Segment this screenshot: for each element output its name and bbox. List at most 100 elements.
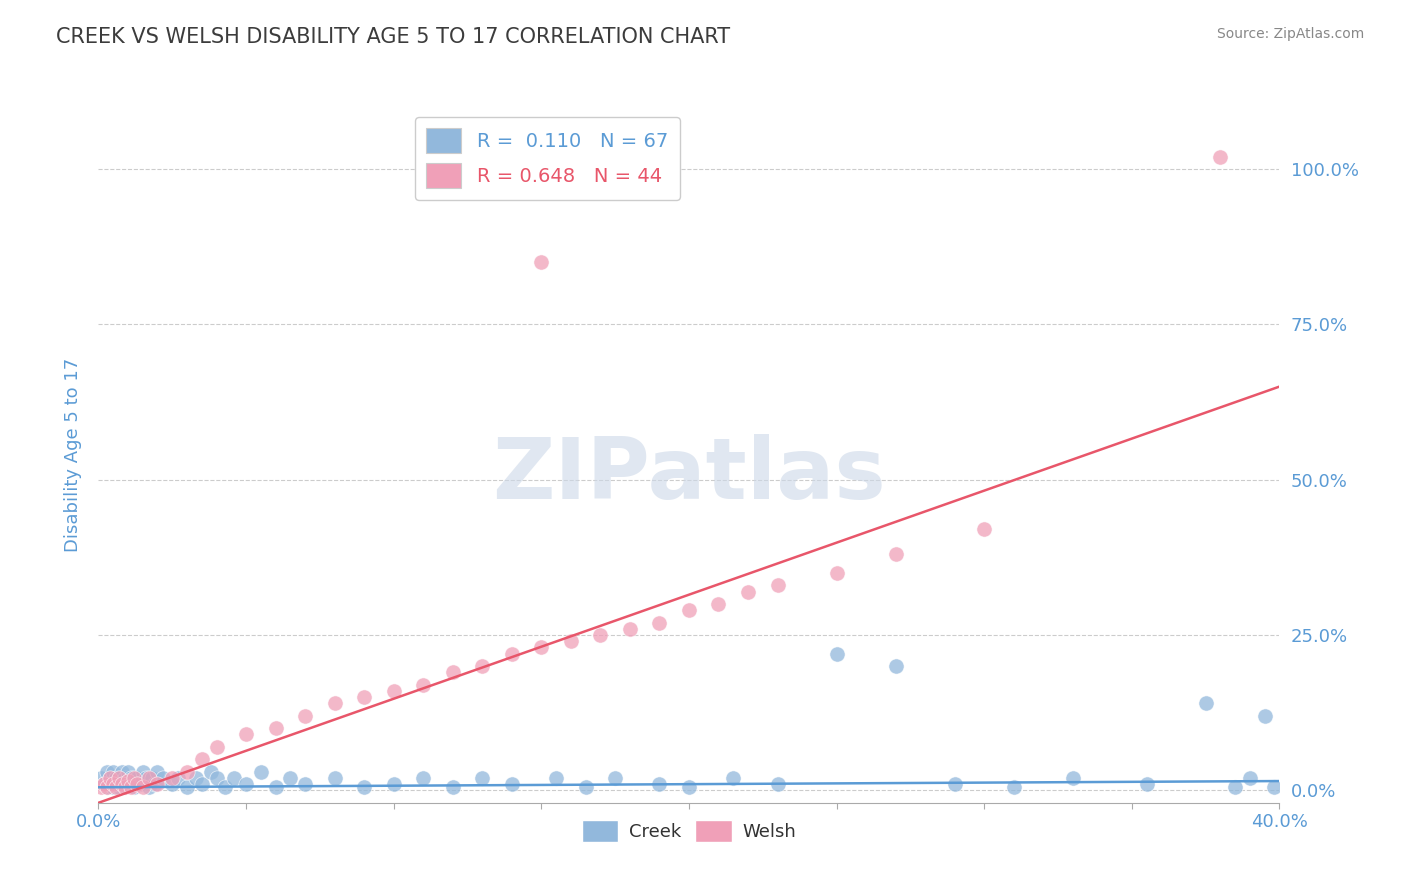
- Point: [141, 771, 163, 785]
- Point: [138, 771, 160, 785]
- Point: [766, 777, 789, 791]
- Point: [114, 780, 136, 795]
- Point: [105, 780, 128, 795]
- Point: [589, 628, 612, 642]
- Point: [412, 771, 434, 785]
- Point: [501, 777, 523, 791]
- Point: [1239, 771, 1261, 785]
- Point: [530, 255, 553, 269]
- Point: [605, 771, 627, 785]
- Point: [280, 771, 302, 785]
- Point: [294, 777, 316, 791]
- Point: [122, 771, 145, 785]
- Text: Source: ZipAtlas.com: Source: ZipAtlas.com: [1216, 27, 1364, 41]
- Point: [191, 777, 214, 791]
- Point: [90, 780, 112, 795]
- Point: [1062, 771, 1084, 785]
- Point: [973, 523, 995, 537]
- Point: [546, 771, 568, 785]
- Point: [1263, 780, 1285, 795]
- Point: [264, 721, 287, 735]
- Point: [120, 771, 142, 785]
- Point: [125, 777, 148, 791]
- Point: [138, 780, 160, 795]
- Point: [235, 727, 257, 741]
- Point: [162, 777, 183, 791]
- Point: [135, 771, 157, 785]
- Point: [264, 780, 287, 795]
- Point: [132, 780, 155, 795]
- Point: [382, 684, 405, 698]
- Point: [98, 777, 121, 791]
- Point: [93, 777, 115, 791]
- Point: [884, 659, 907, 673]
- Point: [353, 780, 375, 795]
- Point: [103, 764, 125, 779]
- Point: [884, 547, 907, 561]
- Point: [96, 780, 118, 795]
- Point: [108, 780, 131, 795]
- Legend: Creek, Welsh: Creek, Welsh: [575, 813, 803, 849]
- Point: [146, 764, 169, 779]
- Point: [96, 780, 118, 795]
- Point: [125, 771, 148, 785]
- Point: [323, 771, 346, 785]
- Point: [114, 771, 136, 785]
- Point: [90, 771, 112, 785]
- Point: [111, 764, 134, 779]
- Point: [560, 634, 582, 648]
- Point: [98, 771, 121, 785]
- Point: [1136, 777, 1159, 791]
- Point: [96, 764, 118, 779]
- Point: [120, 780, 142, 795]
- Point: [766, 578, 789, 592]
- Point: [678, 780, 700, 795]
- Point: [214, 780, 236, 795]
- Point: [737, 584, 759, 599]
- Point: [200, 764, 222, 779]
- Point: [184, 771, 207, 785]
- Point: [723, 771, 745, 785]
- Point: [825, 647, 848, 661]
- Point: [176, 780, 198, 795]
- Point: [412, 678, 434, 692]
- Point: [167, 771, 190, 785]
- Point: [471, 771, 494, 785]
- Point: [707, 597, 730, 611]
- Point: [117, 764, 139, 779]
- Point: [105, 777, 128, 791]
- Point: [93, 777, 115, 791]
- Point: [1002, 780, 1025, 795]
- Point: [122, 780, 145, 795]
- Point: [117, 774, 139, 789]
- Point: [1209, 150, 1232, 164]
- Point: [111, 777, 134, 791]
- Point: [205, 739, 228, 754]
- Point: [1254, 708, 1277, 723]
- Point: [353, 690, 375, 705]
- Point: [176, 764, 198, 779]
- Point: [250, 764, 273, 779]
- Point: [648, 615, 671, 630]
- Point: [441, 665, 464, 680]
- Point: [441, 780, 464, 795]
- Point: [648, 777, 671, 791]
- Point: [224, 771, 246, 785]
- Point: [191, 752, 214, 766]
- Point: [1195, 697, 1218, 711]
- Point: [205, 771, 228, 785]
- Point: [943, 777, 966, 791]
- Point: [162, 771, 183, 785]
- Point: [825, 566, 848, 580]
- Point: [323, 697, 346, 711]
- Point: [103, 780, 125, 795]
- Text: CREEK VS WELSH DISABILITY AGE 5 TO 17 CORRELATION CHART: CREEK VS WELSH DISABILITY AGE 5 TO 17 CO…: [56, 27, 730, 46]
- Point: [1225, 780, 1247, 795]
- Point: [501, 647, 523, 661]
- Point: [235, 777, 257, 791]
- Point: [108, 771, 131, 785]
- Point: [294, 708, 316, 723]
- Point: [132, 764, 155, 779]
- Point: [108, 771, 131, 785]
- Point: [98, 771, 121, 785]
